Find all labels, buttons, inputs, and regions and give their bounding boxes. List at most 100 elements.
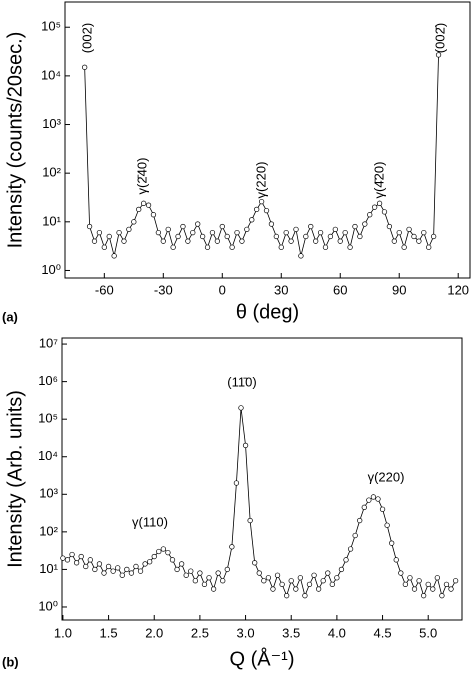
plot-frame xyxy=(64,1,471,279)
data-point xyxy=(190,229,196,236)
x-tick-label: 2.0 xyxy=(145,625,163,640)
data-point xyxy=(121,238,127,244)
data-point xyxy=(270,586,276,592)
data-point xyxy=(320,578,326,584)
y-tick-label: 10⁴ xyxy=(38,448,58,463)
data-point xyxy=(370,494,377,500)
data-point xyxy=(315,586,322,592)
x-axis-label: Q (Å⁻¹) xyxy=(230,647,295,670)
data-point xyxy=(254,206,260,213)
data-point xyxy=(396,229,402,236)
data-point xyxy=(347,244,353,250)
data-point xyxy=(105,563,112,570)
y-tick-label: 10⁴ xyxy=(41,67,61,82)
data-point xyxy=(110,568,116,574)
data-point xyxy=(375,496,381,502)
y-tick-label: 10¹ xyxy=(42,213,61,228)
x-tick-label: 1.0 xyxy=(54,625,72,640)
data-point xyxy=(268,221,275,227)
data-point xyxy=(265,575,272,581)
annotation: (002̄) xyxy=(432,23,447,53)
data-point xyxy=(169,557,176,563)
data-point xyxy=(298,253,304,259)
data-point xyxy=(322,244,329,250)
data-point xyxy=(420,593,427,599)
data-point xyxy=(156,548,162,555)
data-point xyxy=(284,593,290,599)
x-axis-label: θ (deg) xyxy=(236,301,299,323)
data-point xyxy=(311,572,317,578)
data-point xyxy=(389,540,395,546)
data-point xyxy=(78,553,84,560)
data-point xyxy=(288,238,294,244)
data-point xyxy=(133,563,139,570)
data-point xyxy=(219,223,225,230)
x-tick-label: 3.0 xyxy=(237,625,255,640)
data-point xyxy=(279,581,285,588)
data-point xyxy=(142,561,148,567)
panel-label: (a) xyxy=(2,309,18,324)
data-point xyxy=(220,578,226,584)
data-point xyxy=(124,566,130,573)
annotation: γ(110) xyxy=(132,514,168,529)
data-point xyxy=(140,200,147,206)
data-point xyxy=(416,238,422,244)
data-point xyxy=(247,517,253,524)
data-point xyxy=(342,229,348,236)
data-point xyxy=(334,575,340,581)
data-point xyxy=(426,244,432,250)
data-point xyxy=(338,566,345,573)
data-point xyxy=(367,212,373,218)
annotation: γ(4̄20) xyxy=(371,162,386,199)
data-point xyxy=(199,233,206,240)
data-point xyxy=(362,221,368,227)
data-point xyxy=(393,557,399,563)
data-point xyxy=(308,223,314,230)
y-tick-label: 10² xyxy=(39,523,58,538)
data-point xyxy=(425,581,431,588)
annotation: γ(220) xyxy=(368,469,405,484)
data-point xyxy=(86,223,93,230)
x-tick-label: 5.0 xyxy=(419,625,437,640)
x-tick-label: 4.0 xyxy=(328,625,346,640)
data-point xyxy=(256,570,262,576)
annotation: (11̄0) xyxy=(227,374,256,389)
x-tick-label: 90 xyxy=(392,282,406,297)
data-point xyxy=(430,586,436,592)
data-point xyxy=(361,504,367,510)
data-point xyxy=(337,238,343,244)
y-axis-label: Intensity (Arb. units) xyxy=(4,390,26,568)
x-tick-label: 4.5 xyxy=(374,625,392,640)
data-point xyxy=(136,206,142,213)
data-point xyxy=(288,578,294,584)
data-point xyxy=(407,575,413,581)
data-point xyxy=(329,581,335,588)
data-point xyxy=(352,223,358,230)
data-point xyxy=(119,572,125,578)
data-point xyxy=(150,212,157,218)
data-point xyxy=(73,560,80,566)
data-line xyxy=(84,54,439,256)
data-point xyxy=(274,572,281,578)
data-point xyxy=(126,226,132,233)
data-point xyxy=(155,229,162,236)
data-point xyxy=(343,557,349,563)
data-point xyxy=(398,570,404,576)
data-point xyxy=(165,226,171,233)
data-point xyxy=(91,238,98,244)
data-point xyxy=(421,229,427,236)
data-point xyxy=(332,226,338,233)
data-point xyxy=(229,544,235,550)
data-point xyxy=(106,233,112,240)
data-point xyxy=(352,532,358,539)
y-tick-label: 10⁰ xyxy=(41,262,61,277)
x-tick-label: 3.5 xyxy=(282,625,300,640)
y-tick-label: 10⁵ xyxy=(41,19,61,34)
x-tick-label: 120 xyxy=(447,282,469,297)
data-point xyxy=(252,560,258,566)
data-point xyxy=(366,497,372,503)
data-point xyxy=(214,238,221,244)
data-point xyxy=(384,522,390,528)
data-point xyxy=(206,575,212,581)
